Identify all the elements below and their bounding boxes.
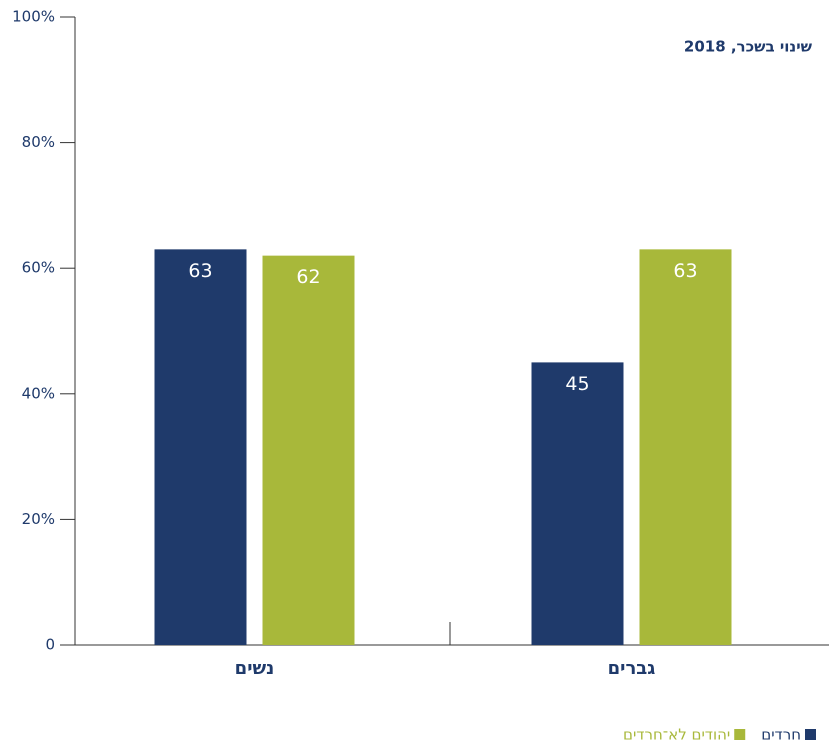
legend-label: יהודים לא־חרדים	[623, 726, 730, 742]
x-tick-label: גברים	[608, 658, 656, 679]
legend-swatch	[805, 729, 816, 740]
y-tick-label: 100%	[12, 8, 55, 26]
x-tick-label: נשים	[235, 658, 275, 679]
chart-title: שינוי בשכר, 2018	[684, 38, 813, 56]
legend-swatch	[734, 729, 746, 740]
bar	[639, 249, 732, 646]
legend-label: חרדים	[761, 726, 801, 742]
value-label: 45	[565, 373, 589, 395]
value-label: 63	[188, 260, 212, 282]
y-tick-label: 40%	[22, 384, 55, 402]
y-tick-label: 20%	[22, 510, 55, 528]
bar	[262, 255, 355, 645]
value-label: 62	[296, 266, 320, 288]
bar	[531, 362, 624, 645]
value-label: 63	[673, 260, 697, 282]
y-tick-label: 60%	[22, 259, 55, 277]
y-tick-label: 0	[45, 636, 55, 654]
bar	[154, 249, 247, 646]
y-tick-label: 80%	[22, 133, 55, 151]
